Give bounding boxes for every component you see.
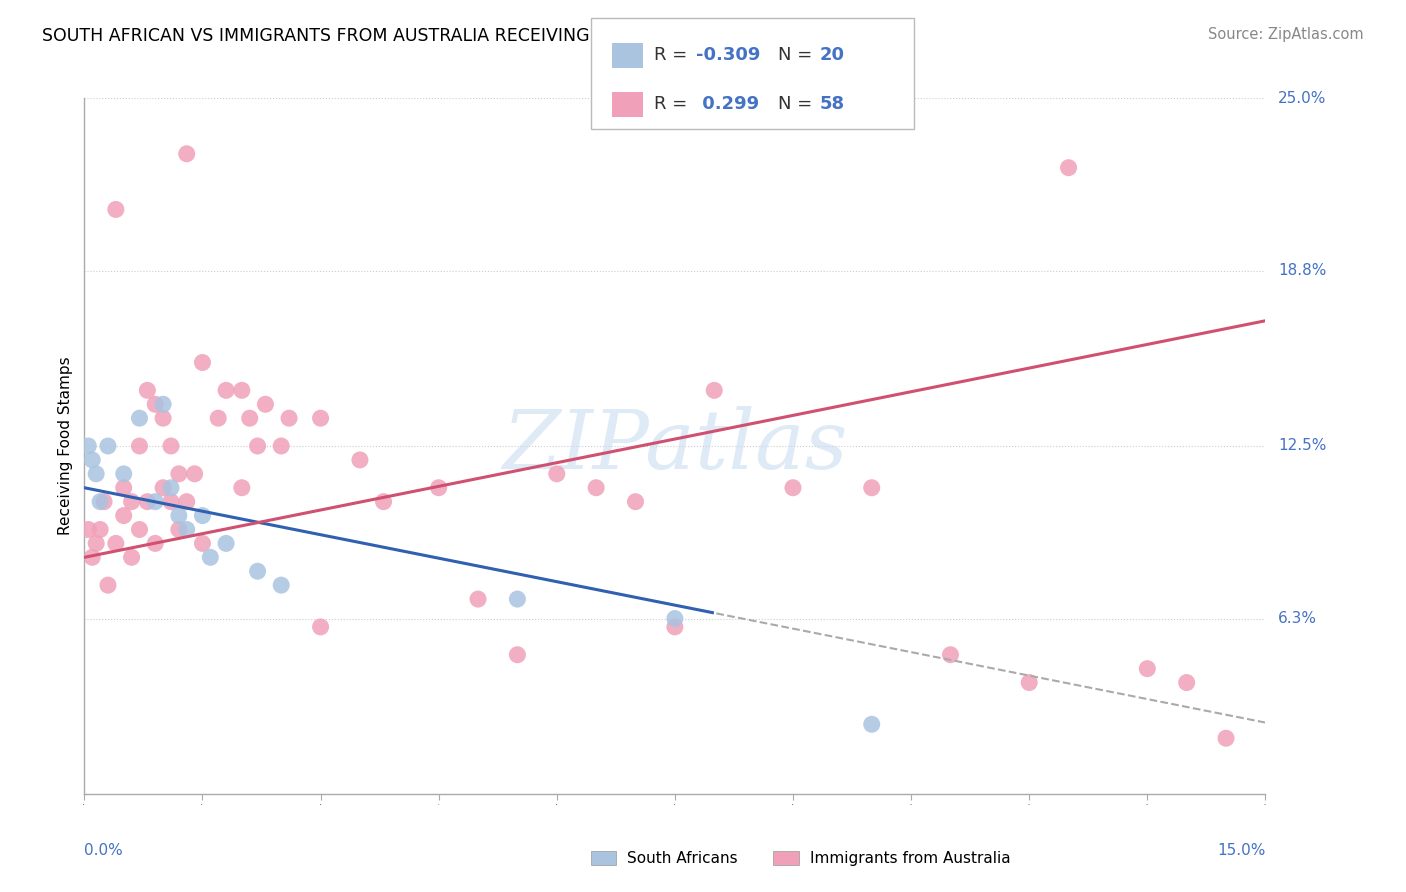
Point xyxy=(112,467,135,481)
Point xyxy=(246,564,269,578)
Point xyxy=(349,453,371,467)
Point xyxy=(167,523,190,537)
Point xyxy=(278,411,301,425)
Point xyxy=(1215,731,1237,746)
Point xyxy=(546,467,568,481)
Point xyxy=(82,550,104,565)
Point xyxy=(104,536,127,550)
Text: -0.309: -0.309 xyxy=(696,46,761,64)
Point xyxy=(191,536,214,550)
Point xyxy=(191,508,214,523)
Point xyxy=(136,384,159,398)
Point xyxy=(128,439,150,453)
Text: South Africans: South Africans xyxy=(627,851,738,865)
Point xyxy=(239,411,262,425)
Point xyxy=(176,146,198,161)
Point xyxy=(309,620,332,634)
Point xyxy=(128,411,150,425)
Point xyxy=(207,411,229,425)
Point xyxy=(427,481,450,495)
Point xyxy=(309,411,332,425)
Point xyxy=(84,467,107,481)
Point xyxy=(160,439,183,453)
Point xyxy=(200,550,222,565)
Point xyxy=(585,481,607,495)
Point xyxy=(506,648,529,662)
Point xyxy=(1136,662,1159,676)
Text: 20: 20 xyxy=(820,46,845,64)
Text: 15.0%: 15.0% xyxy=(1218,843,1265,857)
Point xyxy=(231,481,253,495)
Point xyxy=(167,508,190,523)
Point xyxy=(104,202,127,217)
Point xyxy=(77,523,100,537)
Text: ZIPatlas: ZIPatlas xyxy=(502,406,848,486)
Point xyxy=(215,384,238,398)
Point xyxy=(703,384,725,398)
Text: N =: N = xyxy=(778,95,817,113)
Point xyxy=(143,397,166,411)
Point xyxy=(112,508,135,523)
Point xyxy=(112,481,135,495)
Point xyxy=(782,481,804,495)
Point xyxy=(176,523,198,537)
Point xyxy=(160,494,183,508)
Point xyxy=(152,397,174,411)
Point xyxy=(664,620,686,634)
Text: Immigrants from Australia: Immigrants from Australia xyxy=(810,851,1011,865)
Text: 0.0%: 0.0% xyxy=(84,843,124,857)
Text: 0.299: 0.299 xyxy=(696,95,759,113)
Point xyxy=(860,717,883,731)
Point xyxy=(246,439,269,453)
Point xyxy=(121,550,143,565)
Point xyxy=(77,439,100,453)
Point xyxy=(254,397,277,411)
Point xyxy=(143,536,166,550)
Y-axis label: Receiving Food Stamps: Receiving Food Stamps xyxy=(58,357,73,535)
Point xyxy=(467,592,489,607)
Point xyxy=(89,494,111,508)
Point xyxy=(183,467,205,481)
Point xyxy=(270,439,292,453)
Text: 6.3%: 6.3% xyxy=(1278,611,1317,626)
Text: 18.8%: 18.8% xyxy=(1278,263,1327,278)
Point xyxy=(1057,161,1080,175)
Point xyxy=(624,494,647,508)
Point xyxy=(143,494,166,508)
Point xyxy=(176,494,198,508)
Point xyxy=(82,453,104,467)
Point xyxy=(152,411,174,425)
Point xyxy=(939,648,962,662)
Point xyxy=(89,523,111,537)
Point xyxy=(270,578,292,592)
Text: R =: R = xyxy=(654,95,693,113)
Point xyxy=(1018,675,1040,690)
Point xyxy=(121,494,143,508)
Point xyxy=(506,592,529,607)
Point xyxy=(93,494,115,508)
Point xyxy=(373,494,395,508)
Point xyxy=(128,523,150,537)
Text: SOUTH AFRICAN VS IMMIGRANTS FROM AUSTRALIA RECEIVING FOOD STAMPS CORRELATION CHA: SOUTH AFRICAN VS IMMIGRANTS FROM AUSTRAL… xyxy=(42,27,915,45)
Text: N =: N = xyxy=(778,46,817,64)
Point xyxy=(664,611,686,625)
Text: 12.5%: 12.5% xyxy=(1278,439,1327,453)
Point xyxy=(191,355,214,369)
Text: R =: R = xyxy=(654,46,693,64)
Text: Source: ZipAtlas.com: Source: ZipAtlas.com xyxy=(1208,27,1364,42)
Point xyxy=(84,536,107,550)
Point xyxy=(136,494,159,508)
Point xyxy=(215,536,238,550)
Point xyxy=(231,384,253,398)
Point xyxy=(97,578,120,592)
Text: 25.0%: 25.0% xyxy=(1278,91,1327,105)
Point xyxy=(860,481,883,495)
Point xyxy=(167,467,190,481)
Point xyxy=(152,481,174,495)
Point xyxy=(1175,675,1198,690)
Point xyxy=(97,439,120,453)
Text: 58: 58 xyxy=(820,95,845,113)
Point xyxy=(160,481,183,495)
